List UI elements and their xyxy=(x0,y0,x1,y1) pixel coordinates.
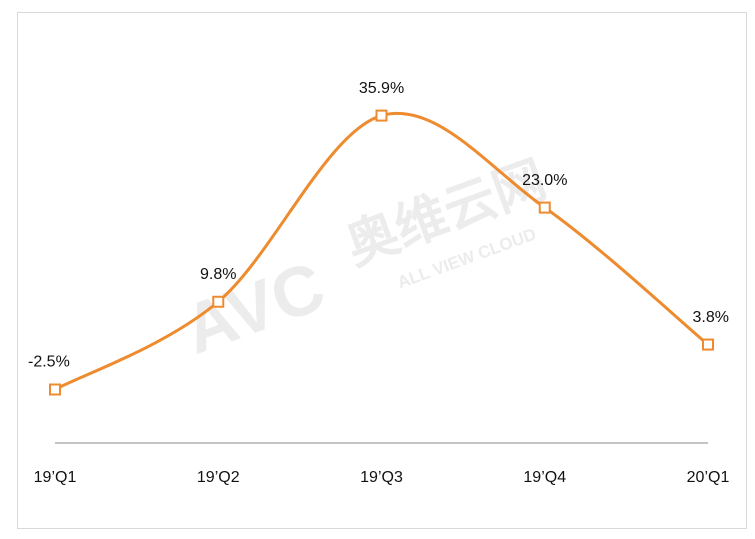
x-tick-label: 20’Q1 xyxy=(687,469,730,486)
data-label: 23.0% xyxy=(522,172,567,189)
data-label: -2.5% xyxy=(28,354,70,371)
x-tick-label: 19’Q2 xyxy=(197,469,240,486)
data-label: 35.9% xyxy=(359,80,404,97)
x-tick-label: 19’Q1 xyxy=(34,469,77,486)
x-tick-label: 19’Q3 xyxy=(360,469,403,486)
x-tick-label: 19’Q4 xyxy=(523,469,566,486)
point-marker xyxy=(702,338,714,351)
point-marker xyxy=(49,383,61,396)
data-label: 9.8% xyxy=(200,266,236,283)
point-marker xyxy=(212,295,225,308)
data-label: 3.8% xyxy=(693,309,729,326)
point-marker xyxy=(538,201,551,214)
point-marker xyxy=(375,109,388,122)
